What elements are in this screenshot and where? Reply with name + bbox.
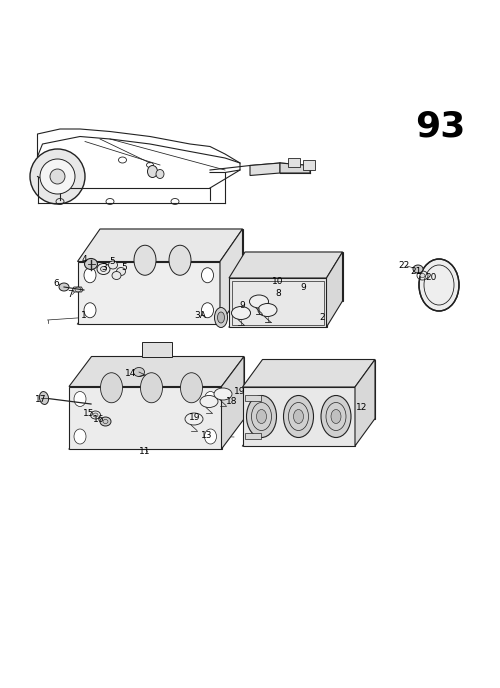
Ellipse shape [419, 259, 459, 311]
Polygon shape [142, 341, 172, 356]
Ellipse shape [40, 391, 48, 405]
Text: 18: 18 [226, 397, 237, 406]
Polygon shape [326, 252, 342, 327]
Ellipse shape [50, 169, 65, 184]
Polygon shape [229, 252, 342, 278]
Ellipse shape [180, 373, 203, 402]
Text: 93: 93 [415, 109, 465, 144]
Text: 22: 22 [398, 261, 409, 270]
Polygon shape [78, 261, 220, 324]
Ellipse shape [116, 268, 126, 275]
Polygon shape [100, 229, 242, 292]
Polygon shape [69, 387, 222, 449]
Ellipse shape [294, 409, 304, 424]
Text: 21: 21 [411, 268, 422, 277]
Ellipse shape [156, 169, 164, 178]
Ellipse shape [200, 396, 218, 407]
Ellipse shape [134, 367, 144, 376]
Ellipse shape [140, 373, 162, 402]
Ellipse shape [84, 268, 96, 283]
Text: 9: 9 [300, 283, 306, 292]
Text: 11: 11 [139, 447, 151, 457]
Ellipse shape [84, 303, 96, 318]
Polygon shape [72, 287, 83, 292]
Text: 12: 12 [356, 403, 368, 412]
Text: 20: 20 [426, 272, 436, 281]
Ellipse shape [108, 261, 118, 269]
Polygon shape [242, 360, 375, 387]
Ellipse shape [321, 396, 351, 438]
Ellipse shape [204, 391, 216, 407]
Polygon shape [355, 360, 375, 446]
Polygon shape [92, 356, 244, 419]
Ellipse shape [74, 391, 86, 407]
Text: 3A: 3A [194, 311, 206, 320]
Text: 17: 17 [35, 394, 47, 403]
Ellipse shape [84, 259, 98, 270]
Ellipse shape [100, 266, 106, 272]
Polygon shape [280, 163, 310, 173]
Polygon shape [242, 387, 355, 446]
Ellipse shape [214, 388, 232, 400]
Polygon shape [229, 278, 326, 327]
Text: 16: 16 [93, 416, 105, 424]
Text: 19: 19 [189, 413, 201, 422]
Text: 3: 3 [102, 264, 107, 272]
Ellipse shape [413, 265, 423, 273]
Ellipse shape [169, 245, 191, 275]
Ellipse shape [134, 245, 156, 275]
Polygon shape [222, 356, 244, 449]
Polygon shape [78, 229, 242, 261]
Text: 6: 6 [54, 279, 60, 288]
Text: 2: 2 [320, 312, 326, 321]
FancyBboxPatch shape [288, 158, 300, 166]
Ellipse shape [246, 396, 276, 438]
Polygon shape [69, 356, 244, 387]
Ellipse shape [420, 274, 425, 277]
Polygon shape [220, 229, 242, 324]
Ellipse shape [250, 295, 268, 308]
Ellipse shape [232, 306, 250, 319]
Polygon shape [262, 360, 375, 418]
Text: 7: 7 [67, 290, 73, 299]
Ellipse shape [258, 303, 277, 316]
Ellipse shape [202, 303, 213, 318]
Ellipse shape [100, 373, 122, 402]
Text: 19: 19 [234, 387, 246, 396]
Text: 9: 9 [239, 301, 245, 310]
Ellipse shape [202, 268, 213, 283]
Ellipse shape [204, 429, 216, 444]
FancyBboxPatch shape [244, 394, 260, 401]
Ellipse shape [30, 149, 85, 204]
FancyBboxPatch shape [244, 433, 260, 439]
Text: 5: 5 [109, 257, 115, 266]
Text: 5: 5 [121, 264, 127, 272]
Ellipse shape [284, 396, 314, 438]
Text: 8: 8 [275, 290, 281, 299]
Ellipse shape [59, 283, 69, 291]
Ellipse shape [214, 308, 228, 327]
FancyBboxPatch shape [302, 160, 315, 170]
Ellipse shape [218, 312, 224, 323]
Text: 4: 4 [81, 255, 87, 264]
Text: 10: 10 [272, 277, 284, 286]
Ellipse shape [74, 429, 86, 444]
Ellipse shape [148, 166, 158, 178]
Polygon shape [245, 252, 342, 301]
Ellipse shape [185, 413, 203, 425]
Ellipse shape [331, 409, 341, 424]
Ellipse shape [40, 159, 75, 194]
Text: 14: 14 [126, 369, 136, 378]
Ellipse shape [256, 409, 266, 424]
Text: 1: 1 [81, 312, 87, 321]
Polygon shape [250, 163, 280, 175]
Ellipse shape [93, 413, 98, 417]
Text: 13: 13 [201, 431, 213, 440]
Ellipse shape [100, 417, 111, 426]
Text: 15: 15 [83, 409, 95, 418]
Ellipse shape [112, 272, 121, 279]
